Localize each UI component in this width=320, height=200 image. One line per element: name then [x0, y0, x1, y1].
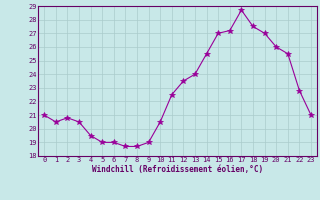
X-axis label: Windchill (Refroidissement éolien,°C): Windchill (Refroidissement éolien,°C) [92, 165, 263, 174]
